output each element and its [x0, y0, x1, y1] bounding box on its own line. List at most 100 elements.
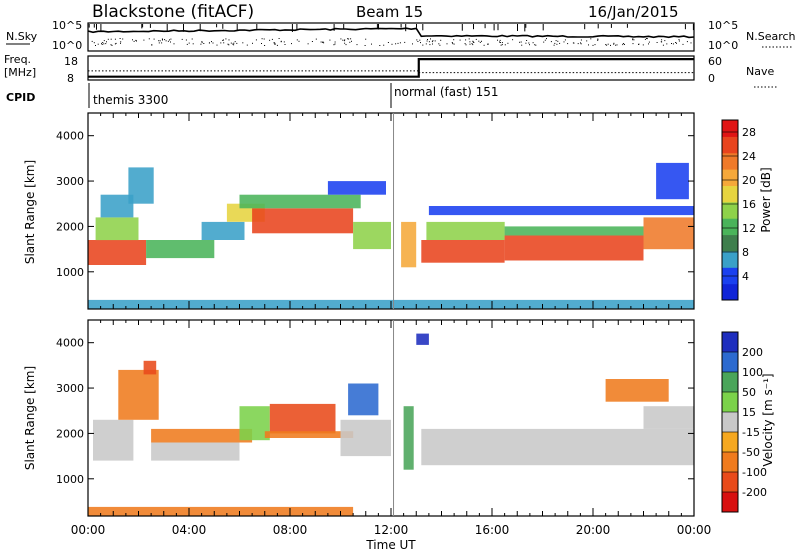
colorbar-tick-label: -15 — [742, 426, 760, 439]
nsearch-point — [632, 39, 634, 41]
frequency-panel: Freq. [MHz] 18 8 60 0 Nave — [4, 53, 778, 88]
nsearch-point — [487, 43, 489, 45]
colorbar-swatch — [722, 392, 738, 413]
data-band — [656, 162, 689, 200]
nsearch-point — [110, 38, 112, 40]
nsearch-point — [122, 38, 124, 40]
nsearch-point — [519, 41, 521, 43]
velocity-colorbar: 200 100 50 15 -15 -50 -100 -200 — [721, 331, 767, 513]
nsearch-point — [425, 43, 427, 45]
nsearch-point — [148, 38, 150, 40]
nsearch-point — [440, 39, 442, 41]
nsearch-point — [323, 42, 325, 44]
nsearch-point — [483, 44, 485, 46]
nsearch-point — [348, 38, 350, 40]
nsearch-point — [432, 40, 434, 42]
nsearch-point — [200, 43, 202, 45]
nsearch-point — [427, 39, 428, 40]
nsky-spike — [100, 24, 102, 32]
nsearch-point — [532, 42, 534, 44]
nsearch-point — [173, 43, 175, 45]
nsearch-point — [119, 38, 121, 39]
nsky-spike — [296, 24, 298, 31]
nsearch-point — [340, 38, 342, 40]
nsearch-point — [291, 43, 292, 45]
nsearch-point — [661, 39, 663, 41]
velocity-heatmap — [88, 333, 694, 516]
nsearch-point — [535, 44, 537, 46]
nsearch-point — [161, 42, 163, 44]
x-tick-label: 16:00 — [475, 523, 510, 537]
nsearch-point — [246, 44, 248, 46]
colorbar-swatch — [722, 201, 738, 219]
nsearch-point — [223, 39, 224, 41]
data-band — [401, 221, 417, 268]
freq-unit-label: [MHz] — [4, 66, 36, 79]
nsearch-point — [311, 41, 313, 42]
nsearch-point — [607, 43, 609, 45]
nsearch-point — [269, 39, 271, 41]
nsearch-point — [153, 38, 155, 40]
data-band — [643, 217, 694, 250]
colorbar-swatch — [722, 332, 738, 353]
nsearch-point — [544, 39, 546, 41]
data-band — [88, 240, 147, 265]
nsearch-point — [106, 41, 107, 43]
nsearch-point — [280, 41, 282, 43]
nsearch-point — [364, 45, 366, 46]
nsearch-point — [95, 45, 96, 46]
nsearch-point — [580, 39, 582, 41]
nsearch-point — [417, 41, 419, 42]
nsearch-point — [222, 39, 224, 41]
nsearch-point — [103, 40, 105, 42]
power-colorbar-label: Power [dB] — [759, 167, 773, 232]
data-band — [100, 194, 134, 218]
nsearch-point — [161, 38, 163, 40]
data-band — [416, 333, 429, 345]
nsearch-point — [233, 44, 235, 46]
nsky-spike — [183, 24, 184, 32]
colorbar-tick-label: -200 — [742, 486, 767, 499]
nsearch-point — [472, 41, 474, 43]
x-tick-label: 08:00 — [273, 523, 308, 537]
data-band — [128, 167, 154, 204]
nsearch-point — [345, 44, 347, 46]
nsearch-point — [521, 44, 523, 46]
colorbar-tick-label: 200 — [742, 346, 763, 359]
nsearch-point — [252, 42, 253, 44]
nsearch-point — [597, 38, 599, 40]
data-band — [201, 221, 245, 240]
cpid-row: CPID themis 3300 normal (fast) 151 — [6, 83, 498, 108]
nsearch-label: N.Search — [746, 30, 796, 43]
nsearch-point — [557, 40, 559, 42]
colorbar-swatch — [722, 120, 738, 137]
nsearch-point — [120, 42, 121, 44]
nsearch-point — [546, 38, 547, 40]
freq-label: Freq. — [4, 53, 31, 66]
nsearch-point — [580, 42, 581, 44]
nsearch-point — [605, 44, 607, 46]
nsearch-point — [429, 44, 431, 46]
noise-panel-frame — [87, 22, 695, 52]
nsky-spike — [626, 24, 628, 28]
nsearch-point — [615, 44, 617, 46]
nsearch-point — [274, 43, 276, 45]
nsearch-point — [162, 39, 163, 41]
velocity-colorbar-label: Velocity [m s⁻¹] — [761, 373, 775, 466]
nsearch-point — [499, 41, 500, 43]
nsearch-point — [664, 40, 666, 42]
nsearch-point — [416, 39, 418, 41]
data-band — [143, 360, 157, 375]
nave-label: Nave — [746, 65, 774, 78]
nsky-spike — [376, 24, 378, 29]
nsearch-point — [151, 44, 153, 46]
colorbar-swatch — [722, 492, 738, 513]
y-tick-label: 2000 — [56, 427, 84, 440]
nsearch-point — [329, 39, 331, 41]
data-band — [426, 221, 505, 240]
nsearch-point — [656, 42, 658, 43]
nsearch-point — [181, 38, 183, 40]
nsearch-point — [255, 39, 257, 41]
nsearch-point — [232, 43, 234, 45]
nsearch-point — [613, 42, 615, 44]
